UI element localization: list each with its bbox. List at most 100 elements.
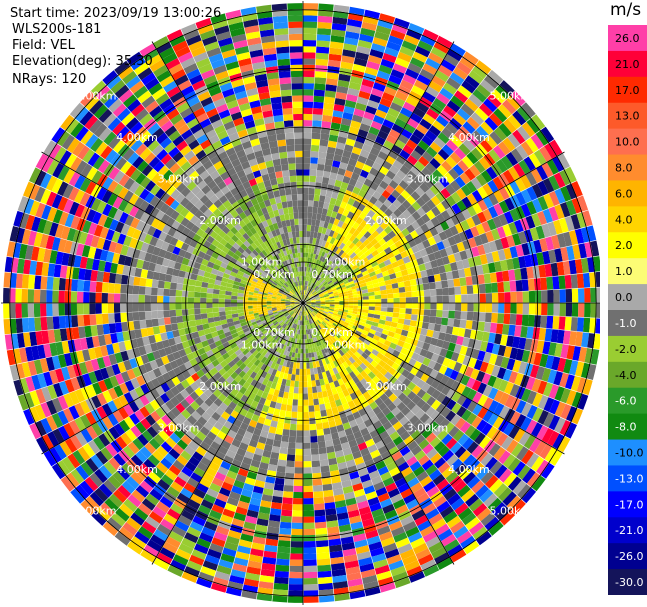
ray-gate-830 — [356, 250, 364, 258]
ray-gate-801 — [449, 151, 462, 164]
ray-gate-2818 — [316, 366, 322, 374]
ray-gate-2882 — [326, 445, 335, 454]
ray-gate-2259 — [358, 355, 366, 363]
ray-gate-232 — [335, 142, 346, 150]
ray-gate-3126 — [294, 380, 299, 388]
ray-gate-1771 — [509, 347, 519, 360]
ray-gate-4509 — [181, 309, 189, 316]
ray-gate-672 — [331, 263, 337, 269]
ray-gate-700 — [437, 132, 450, 144]
ray-gate-1514 — [504, 292, 511, 303]
ray-gate-908 — [488, 149, 501, 163]
ray-gate-648 — [425, 130, 438, 142]
ray-gate-123 — [315, 182, 322, 190]
ray-gate-2408 — [335, 345, 341, 352]
ray-gate-1680 — [581, 332, 590, 348]
ray-gate-623 — [335, 254, 341, 261]
ray-gate-2209 — [365, 356, 374, 364]
ray-gate-2002 — [360, 333, 368, 339]
ray-gate-3105 — [289, 565, 303, 573]
ray-gate-1928 — [521, 388, 532, 402]
ray-gate-1769 — [497, 344, 507, 357]
ray-gate-2608 — [317, 335, 322, 341]
ray-gate-706 — [460, 103, 475, 117]
ray-gate-559 — [446, 48, 463, 62]
ray-gate-579 — [355, 216, 364, 225]
ray-gate-4501 — [231, 306, 238, 311]
ray-gate-1487 — [344, 300, 349, 303]
ray-gate-422 — [332, 231, 339, 239]
ray-gate-2991 — [313, 491, 324, 498]
ray-gate-3142 — [284, 478, 294, 486]
ray-gate-1859 — [422, 342, 431, 351]
ray-gate-1827 — [535, 366, 546, 380]
ray-gate-3225 — [289, 361, 294, 369]
ray-gate-2976 — [308, 399, 314, 406]
ray-gate-505 — [425, 57, 441, 70]
ray-gate-1821 — [500, 356, 510, 369]
ray-gate-1645 — [368, 309, 375, 315]
ray-gate-1081 — [347, 278, 354, 283]
ray-gate-1582 — [311, 303, 316, 305]
ray-gate-524 — [339, 235, 346, 243]
ray-gate-1659 — [453, 318, 461, 328]
ray-gate-1274 — [582, 210, 593, 227]
ray-gate-2912 — [305, 329, 308, 335]
ray-gate-2011 — [408, 358, 417, 367]
ray-gate-312 — [312, 268, 316, 274]
ray-gate-525 — [342, 229, 349, 238]
ray-gate-828 — [347, 258, 355, 266]
ray-gate-265 — [316, 249, 320, 255]
ray-gate-1490 — [358, 299, 363, 303]
ray-gate-2689 — [380, 498, 393, 509]
ray-gate-2087 — [534, 440, 547, 456]
ray-gate-291 — [356, 96, 369, 106]
ray-gate-2621 — [347, 400, 356, 409]
ray-gate-1674 — [544, 328, 553, 342]
ray-gate-2683 — [366, 464, 378, 474]
ray-gate-274 — [329, 197, 337, 206]
ray-gate-289 — [353, 108, 365, 118]
ray-gate-2470 — [369, 401, 378, 410]
ray-gate-4657 — [212, 293, 219, 299]
ray-gate-2444 — [465, 517, 481, 531]
ray-gate-2936 — [320, 465, 330, 473]
ray-gate-2086 — [529, 437, 542, 453]
ray-gate-1232 — [342, 288, 348, 293]
ray-gate-71 — [308, 187, 315, 195]
ray-gate-540 — [388, 149, 399, 160]
ray-gate-135 — [322, 108, 334, 117]
ray-gate-676 — [344, 246, 352, 254]
ray-gate-4547 — [257, 303, 262, 306]
ray-gate-1850 — [370, 325, 378, 331]
ray-gate-2425 — [396, 426, 407, 436]
ray-gate-100 — [318, 9, 334, 17]
ray-gate-4610 — [187, 297, 195, 303]
ray-gate-718 — [317, 283, 322, 288]
ray-gate-894 — [421, 203, 431, 214]
ray-gate-651 — [435, 115, 449, 127]
ray-gate-1849 — [364, 323, 372, 329]
ray-gate-403 — [399, 46, 415, 57]
ray-gate-4685 — [40, 276, 48, 290]
ray-gate-105 — [304, 280, 307, 286]
ray-gate-363 — [314, 269, 318, 274]
ray-gate-1881 — [548, 384, 559, 399]
ray-gate-2740 — [369, 502, 382, 512]
ray-gate-1229 — [328, 293, 334, 296]
ray-gate-2130 — [486, 426, 498, 440]
ray-gate-591 — [395, 154, 407, 165]
ray-gate-1862 — [439, 348, 448, 358]
ray-gate-471 — [330, 244, 336, 252]
ray-gate-1112 — [515, 192, 527, 206]
ray-gate-2022 — [467, 388, 477, 401]
ray-gate-1144 — [413, 251, 422, 260]
ray-gate-2027 — [493, 402, 505, 416]
ray-gate-2090 — [549, 449, 563, 466]
ray-gate-964 — [520, 141, 534, 156]
ray-gate-1601 — [411, 308, 419, 315]
ray-gate-1175 — [315, 296, 320, 299]
ray-gate-1970 — [466, 377, 476, 389]
ray-gate-766 — [308, 293, 313, 298]
ray-gate-607 — [449, 72, 465, 85]
